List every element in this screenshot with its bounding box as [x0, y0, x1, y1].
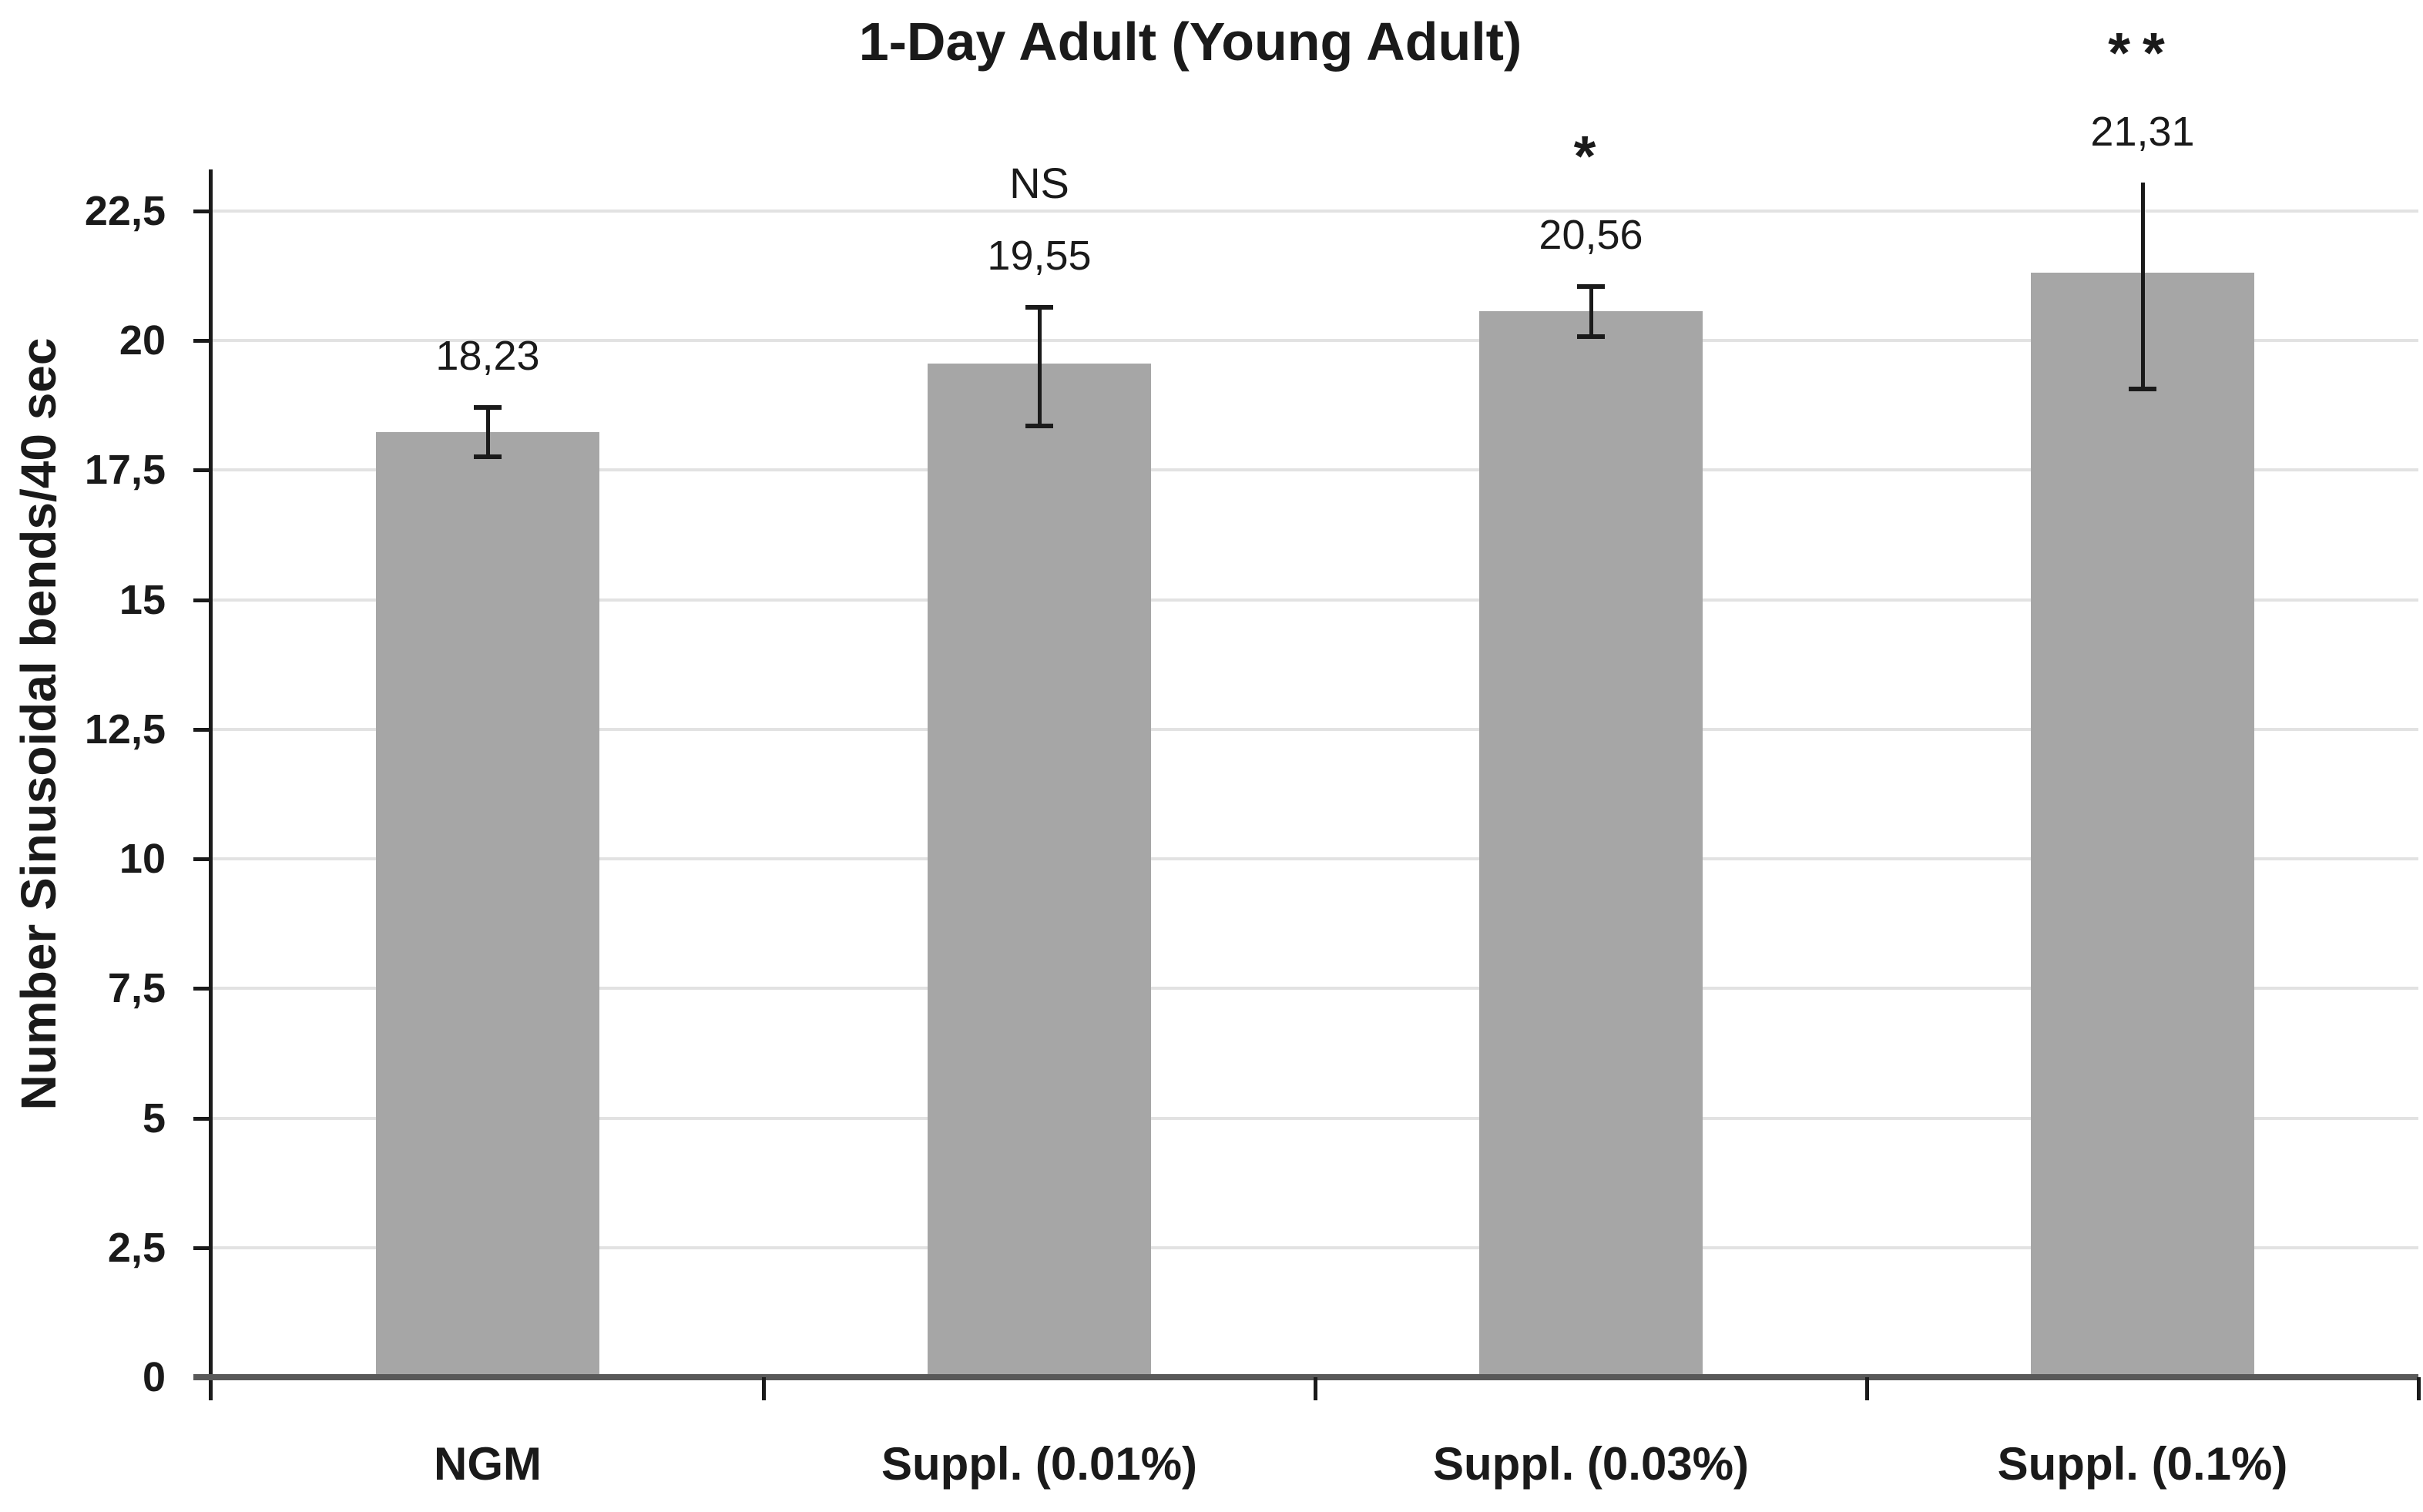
category-tick: [762, 1377, 766, 1400]
category-tick: [2417, 1377, 2421, 1400]
bar-ngm: [376, 432, 599, 1374]
value-label: 19,55: [987, 232, 1092, 279]
y-axis-tick: [193, 987, 209, 991]
y-axis-tick-label: 12,5: [84, 706, 166, 753]
gridline: [212, 209, 2418, 213]
gridline: [212, 468, 2418, 472]
gridline: [212, 1116, 2418, 1120]
x-axis-label: NGM: [434, 1438, 542, 1490]
gridline: [212, 857, 2418, 861]
gridline: [212, 339, 2418, 343]
significance-annotation: **: [2108, 20, 2177, 85]
value-label: 20,56: [1539, 212, 1643, 259]
error-bar-cap: [1025, 304, 1053, 310]
error-bar-cap: [2129, 387, 2156, 391]
x-axis-label: Suppl. (0.03%): [1432, 1438, 1750, 1490]
y-axis-tick-label: 15: [119, 576, 166, 623]
y-axis-tick-label: 2,5: [107, 1224, 166, 1271]
y-axis-tick-label: 7,5: [107, 965, 166, 1012]
y-axis-tick-label: 5: [142, 1095, 166, 1142]
y-axis-line: [209, 169, 213, 1400]
error-bar-cap: [474, 454, 502, 460]
y-axis-tick: [193, 339, 209, 344]
x-axis-label: Suppl. (0.01%): [881, 1438, 1198, 1490]
y-axis-tick: [193, 468, 209, 473]
significance-annotation: NS: [1009, 158, 1069, 207]
gridline: [212, 1245, 2418, 1249]
error-bar-line: [1589, 286, 1593, 338]
bar-suppl-0-01: [928, 364, 1151, 1374]
x-axis-label: Suppl. (0.1%): [1997, 1438, 2288, 1490]
y-axis-tick: [193, 598, 209, 602]
x-axis-line: [193, 1374, 2418, 1380]
y-axis-tick: [193, 1245, 209, 1250]
error-bar-cap: [1025, 423, 1053, 428]
error-bar-cap: [474, 405, 502, 411]
y-axis-tick-label: 17,5: [84, 447, 166, 494]
gridline: [212, 598, 2418, 602]
error-bar-line: [2140, 182, 2145, 390]
significance-annotation: *: [1573, 124, 1609, 189]
value-label: 18,23: [435, 333, 540, 380]
y-axis-tick: [193, 209, 209, 213]
gridline: [212, 987, 2418, 991]
category-tick: [1314, 1377, 1317, 1400]
y-axis-tick: [193, 1116, 209, 1121]
error-bar-line: [1037, 306, 1042, 427]
y-axis-tick: [193, 857, 209, 862]
error-bar-line: [485, 407, 490, 458]
y-axis-tick-label: 10: [119, 836, 166, 883]
y-axis-tick-label: 22,5: [84, 187, 166, 234]
error-bar-cap: [1577, 334, 1605, 340]
bar-suppl-0-1: [2031, 272, 2254, 1374]
y-axis-tick-label: 0: [142, 1354, 166, 1400]
y-axis-tick: [193, 727, 209, 732]
error-bar-cap: [1577, 284, 1605, 290]
value-label: 21,31: [2090, 108, 2195, 155]
chart-title: 1-Day Adult (Young Adult): [858, 12, 1522, 72]
category-tick: [1865, 1377, 1869, 1400]
y-axis-tick-label: 20: [119, 317, 166, 364]
gridline: [212, 727, 2418, 731]
bar-suppl-0-03: [1479, 311, 1703, 1374]
